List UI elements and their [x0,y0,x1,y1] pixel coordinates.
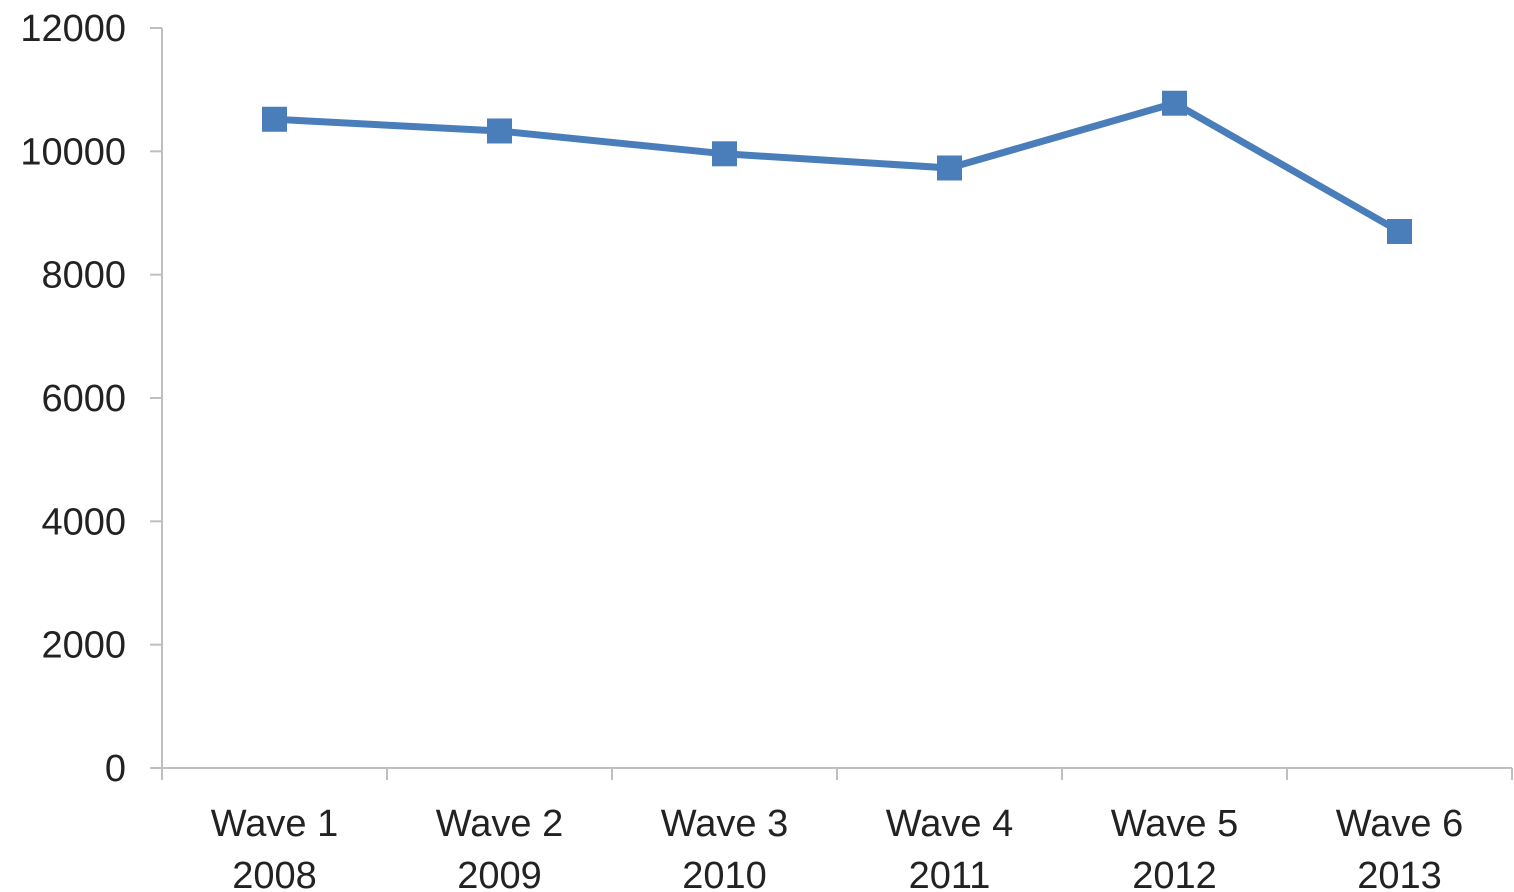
data-point-marker [262,106,287,132]
x-tick-label-year: 2011 [909,855,991,892]
y-axis-tick-labels: 0 2000 4000 6000 8000 10000 12000 [20,8,126,790]
x-tick-label-wave: Wave 5 [1111,803,1238,845]
y-tick-label: 0 [105,748,126,790]
x-tick-label-wave: Wave 6 [1336,803,1463,845]
x-tick-label-wave: Wave 4 [886,803,1013,845]
y-tick-label: 8000 [41,255,126,297]
x-tick-label: Wave 2 2009 [436,803,563,892]
data-point-marker [1162,90,1187,116]
x-tick-label-wave: Wave 1 [211,803,338,845]
data-point-marker [487,118,512,144]
x-tick-label-year: 2013 [1357,855,1442,892]
x-tick-label: Wave 6 2013 [1336,803,1463,892]
x-tick-label-year: 2010 [682,855,767,892]
x-tick-label: Wave 5 2012 [1111,803,1238,892]
data-point-marker [712,141,737,167]
x-tick-label: Wave 4 2011 [886,803,1013,892]
x-tick-label-wave: Wave 3 [661,803,788,845]
y-tick-label: 10000 [20,131,126,173]
y-tick-label: 6000 [41,378,126,420]
x-tick-label: Wave 3 2010 [661,803,788,892]
data-point-marker [1387,219,1412,244]
series-layer [262,90,1412,244]
x-tick-label-year: 2008 [232,855,317,892]
x-tick-label-year: 2009 [457,855,542,892]
y-tick-label: 12000 [20,8,126,50]
data-point-marker [937,155,962,181]
x-axis-tick-labels: Wave 1 2008 Wave 2 2009 Wave 3 2010 Wave 4 2011… [211,803,1463,892]
x-tick-label-year: 2012 [1132,855,1217,892]
y-tick-label: 4000 [41,501,126,543]
x-tick-label-wave: Wave 2 [436,803,563,845]
series-line [271,99,1403,235]
axes [150,27,1513,780]
x-tick-label: Wave 1 2008 [211,803,338,892]
y-tick-label: 2000 [41,625,126,667]
